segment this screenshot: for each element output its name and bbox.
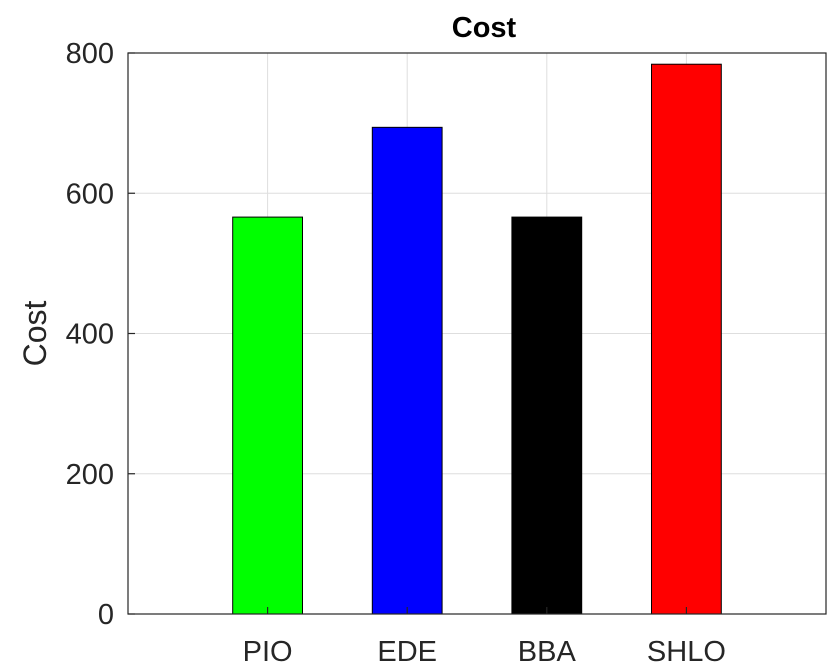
y-tick-label: 0 xyxy=(98,599,114,631)
chart-title: Cost xyxy=(452,12,517,44)
bar-pio xyxy=(232,216,303,615)
bar-shlo xyxy=(651,63,722,615)
y-tick-label: 200 xyxy=(66,459,114,491)
x-axis-ticks: PIO EDE BBA SHLO xyxy=(243,607,726,668)
bar-ede xyxy=(371,126,443,615)
y-tick-label: 800 xyxy=(66,38,114,70)
y-axis-label: Cost xyxy=(17,300,53,366)
y-tick-label: 400 xyxy=(66,319,114,351)
x-tick-label: SHLO xyxy=(647,636,726,668)
x-tick-label: BBA xyxy=(518,636,577,668)
y-tick-label: 600 xyxy=(66,178,114,210)
bars xyxy=(232,63,722,615)
x-tick-label: PIO xyxy=(243,636,293,668)
x-tick-label: EDE xyxy=(377,636,437,668)
y-axis-ticks: 0 200 400 600 800 xyxy=(66,38,135,631)
bar-bba xyxy=(511,216,583,615)
